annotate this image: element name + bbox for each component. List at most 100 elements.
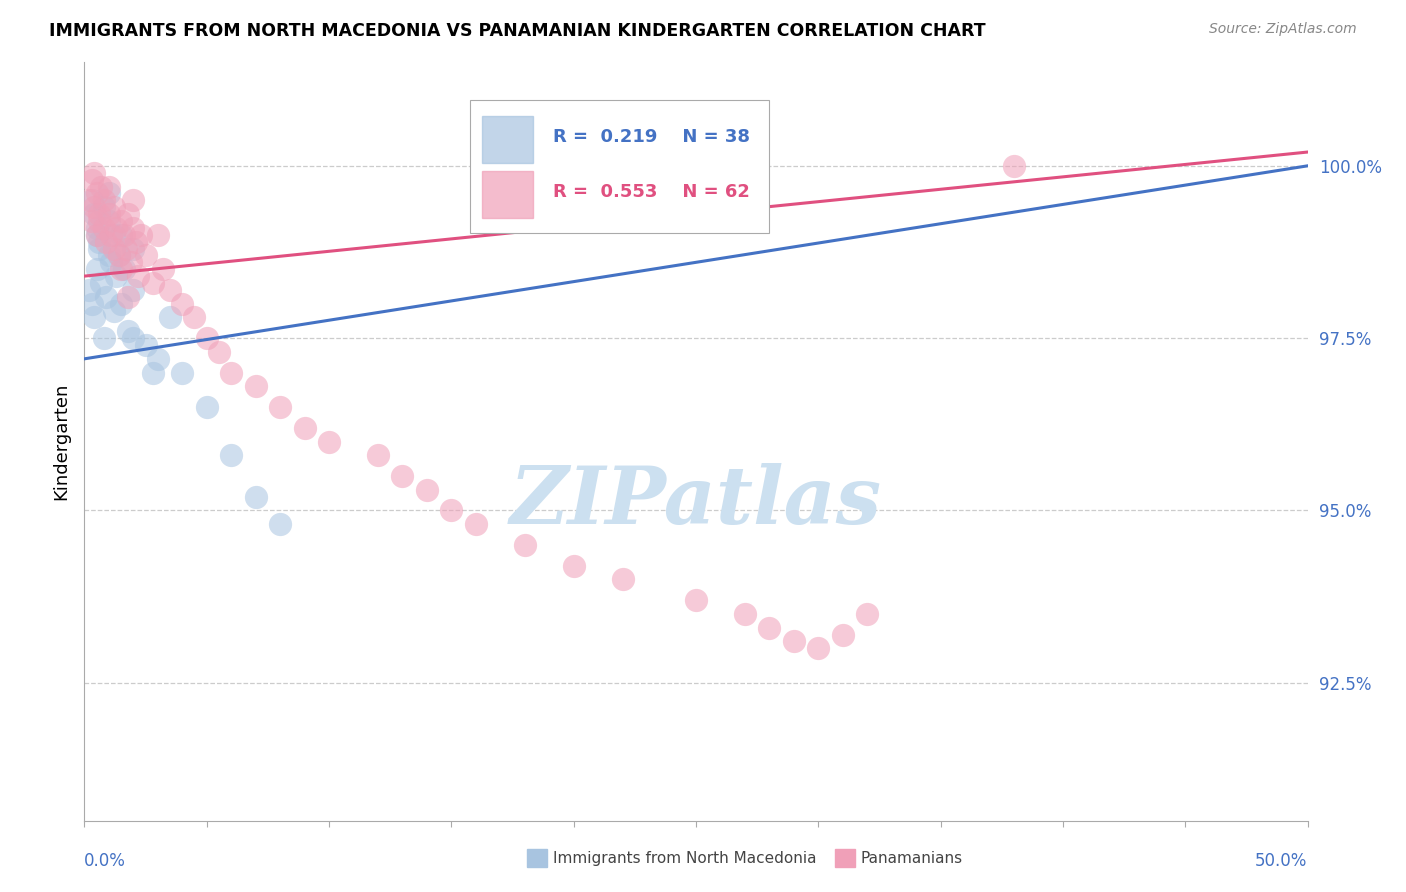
Point [159, 310, 181, 325]
Point [464, 517, 486, 532]
Point [142, 366, 165, 380]
Point [208, 345, 231, 359]
Point [97, 179, 120, 194]
Point [269, 400, 291, 414]
Point [96, 235, 118, 249]
Point [77, 283, 100, 297]
Point [219, 448, 242, 462]
Point [115, 242, 138, 256]
Point [86, 227, 108, 242]
Point [87, 214, 110, 228]
Point [107, 248, 129, 262]
Point [219, 366, 242, 380]
Point [87, 242, 110, 256]
Point [77, 194, 100, 208]
Point [86, 262, 108, 277]
Point [513, 538, 536, 552]
Point [117, 324, 139, 338]
Point [110, 296, 132, 310]
Point [146, 227, 169, 242]
Point [110, 227, 132, 242]
Point [245, 490, 267, 504]
Point [117, 290, 139, 304]
Point [831, 627, 853, 641]
Point [135, 248, 157, 262]
Point [83, 166, 105, 180]
Point [562, 558, 585, 573]
Point [96, 290, 118, 304]
Point [391, 469, 413, 483]
Point [97, 214, 120, 228]
Point [159, 283, 181, 297]
Point [416, 483, 439, 497]
Point [856, 607, 879, 621]
Point [90, 276, 112, 290]
Point [122, 331, 145, 345]
Point [685, 593, 707, 607]
Point [103, 200, 125, 214]
Point [807, 641, 830, 656]
Point [103, 303, 125, 318]
Point [783, 634, 806, 648]
Point [86, 186, 108, 201]
Text: 0.0%: 0.0% [84, 852, 127, 870]
Text: R =  0.219    N = 38: R = 0.219 N = 38 [553, 128, 749, 145]
Point [87, 207, 110, 221]
Point [117, 207, 139, 221]
Point [86, 227, 108, 242]
Point [135, 338, 157, 352]
Point [195, 331, 218, 345]
Point [86, 220, 108, 235]
Point [120, 255, 142, 269]
Point [122, 242, 145, 256]
Point [93, 194, 115, 208]
Point [97, 248, 120, 262]
Point [367, 448, 389, 462]
Point [269, 517, 291, 532]
Point [122, 283, 145, 297]
Text: Source: ZipAtlas.com: Source: ZipAtlas.com [1209, 22, 1357, 37]
FancyBboxPatch shape [470, 101, 769, 233]
Point [93, 220, 115, 235]
FancyBboxPatch shape [482, 116, 533, 162]
Point [97, 207, 120, 221]
Point [318, 434, 340, 449]
Point [294, 421, 316, 435]
Point [80, 296, 103, 310]
Point [112, 262, 135, 277]
Point [105, 220, 128, 235]
Text: 50.0%: 50.0% [1256, 852, 1308, 870]
Point [90, 179, 112, 194]
Text: R =  0.553    N = 62: R = 0.553 N = 62 [553, 183, 749, 201]
Point [80, 172, 103, 186]
Point [146, 351, 169, 366]
Point [183, 310, 205, 325]
Point [112, 227, 135, 242]
Point [100, 227, 122, 242]
Point [93, 200, 115, 214]
Point [1002, 159, 1025, 173]
Point [122, 194, 145, 208]
Point [83, 310, 105, 325]
Point [100, 255, 122, 269]
Point [129, 227, 152, 242]
Y-axis label: Kindergarten: Kindergarten [52, 383, 70, 500]
Text: IMMIGRANTS FROM NORTH MACEDONIA VS PANAMANIAN KINDERGARTEN CORRELATION CHART: IMMIGRANTS FROM NORTH MACEDONIA VS PANAM… [49, 22, 986, 40]
Text: Immigrants from North Macedonia: Immigrants from North Macedonia [553, 851, 815, 865]
Point [245, 379, 267, 393]
Text: Panamanians: Panamanians [860, 851, 963, 865]
Point [87, 235, 110, 249]
Point [172, 366, 194, 380]
Point [110, 214, 132, 228]
Point [93, 331, 115, 345]
Point [612, 573, 634, 587]
Point [734, 607, 756, 621]
Point [440, 503, 463, 517]
Point [127, 269, 149, 284]
Point [195, 400, 218, 414]
Point [83, 200, 105, 214]
Point [107, 248, 129, 262]
Point [105, 269, 128, 284]
FancyBboxPatch shape [482, 171, 533, 218]
Point [152, 262, 174, 277]
